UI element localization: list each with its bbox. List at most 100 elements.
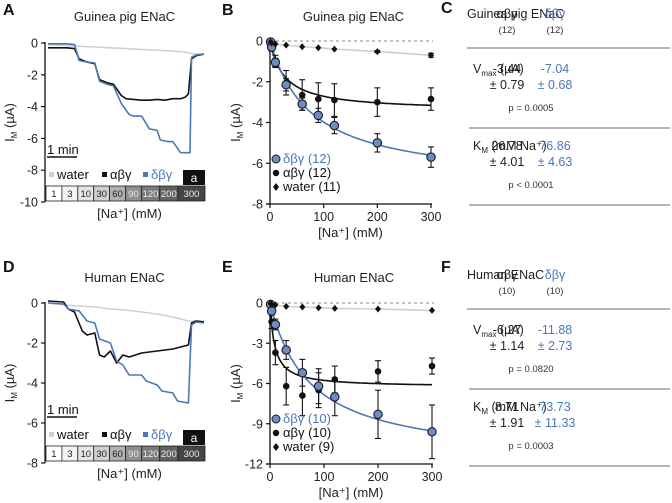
chart-title: Human ENaC bbox=[314, 270, 394, 285]
data-point-abg bbox=[299, 392, 306, 399]
amiloride-box bbox=[183, 170, 205, 185]
data-point-water bbox=[272, 40, 279, 48]
trace-water bbox=[47, 43, 204, 55]
panel-label-a: A bbox=[3, 2, 15, 19]
chart-title: Human ENaC bbox=[84, 270, 164, 285]
p-value: p = 0.0003 bbox=[508, 441, 553, 452]
column-header-abg: αβγ bbox=[497, 268, 518, 282]
column-header-dbg: δβγ bbox=[545, 7, 566, 21]
panel-label-c: C bbox=[441, 0, 453, 17]
concentration-step-label: 1 bbox=[51, 189, 56, 200]
concentration-step-label: 3 bbox=[67, 189, 72, 200]
value-mean: 26.78 bbox=[491, 139, 522, 153]
x-tick-label: 200 bbox=[367, 210, 388, 224]
concentration-step-label: 300 bbox=[184, 449, 200, 460]
y-tick-label: -4 bbox=[252, 116, 263, 130]
x-tick-label: 200 bbox=[368, 470, 389, 484]
legend-marker-water bbox=[273, 443, 279, 451]
panel-label-b: B bbox=[222, 2, 234, 19]
data-point-abg bbox=[282, 382, 290, 390]
p-value: p < 0.0001 bbox=[508, 180, 553, 191]
data-point-water bbox=[268, 300, 275, 308]
legend-label-abg: αβγ (10) bbox=[283, 425, 331, 440]
x-tick-label: 100 bbox=[313, 210, 334, 224]
y-tick-label: -4 bbox=[27, 377, 38, 391]
legend-swatch-dbg bbox=[143, 432, 148, 437]
legend-swatch-abg bbox=[102, 432, 107, 437]
concentration-step-label: 30 bbox=[96, 189, 107, 200]
y-axis-label: IM (µA) bbox=[228, 364, 245, 403]
data-point-abg bbox=[331, 96, 338, 104]
data-point-dbg bbox=[281, 345, 291, 355]
row-parameter-vmax: Vmax (µA) bbox=[473, 323, 524, 339]
y-tick-label: -2 bbox=[252, 75, 263, 89]
y-tick-label: -2 bbox=[27, 68, 38, 82]
chart-title: Guinea pig ENaC bbox=[303, 9, 404, 24]
value-mean: -3.44 bbox=[493, 62, 522, 76]
data-point-abg bbox=[428, 362, 436, 370]
row-parameter-vmax: Vmax (µA) bbox=[473, 62, 524, 78]
p-value: p = 0.0005 bbox=[508, 103, 553, 114]
data-point-dbg bbox=[426, 152, 436, 162]
panel-label-d: D bbox=[3, 259, 15, 276]
concentration-step bbox=[177, 185, 206, 202]
concentration-step-label: 10 bbox=[80, 189, 91, 200]
y-tick-label: -6 bbox=[252, 157, 263, 171]
x-axis-label: [Na⁺] (mM) bbox=[318, 225, 383, 240]
panel-d-trace-chart: Human ENaC 0 -2 -4 -6 -8 IM (µA) 1 min water αβγ δ… bbox=[2, 270, 206, 481]
concentration-step-label: 120 bbox=[143, 449, 159, 460]
data-point-water bbox=[283, 41, 290, 49]
y-tick-label: -6 bbox=[27, 132, 38, 146]
y-tick-label: -8 bbox=[252, 198, 263, 212]
data-point-dbg bbox=[270, 57, 281, 68]
x-tick-label: 300 bbox=[421, 210, 442, 224]
row-parameter-km: KM (mM Na⁺) bbox=[473, 139, 547, 155]
y-tick-label: -12 bbox=[245, 458, 263, 472]
data-point-water bbox=[429, 306, 435, 314]
data-point-water bbox=[272, 301, 279, 309]
x-tick-label: 100 bbox=[314, 470, 335, 484]
concentration-step-label: 10 bbox=[80, 449, 91, 460]
concentration-step-label: 1 bbox=[51, 449, 56, 460]
y-tick-label: -3 bbox=[252, 337, 263, 351]
legend-label-abg: αβγ bbox=[110, 167, 132, 182]
y-tick-label: -8 bbox=[27, 164, 38, 178]
legend-label-dbg: δβγ (12) bbox=[283, 151, 331, 166]
data-point-dbg bbox=[329, 120, 340, 131]
x-axis-label: [Na⁺] (mM) bbox=[319, 485, 384, 500]
data-point-abg bbox=[374, 368, 382, 375]
column-header-dbg: δβγ bbox=[545, 268, 566, 282]
legend-label-water: water bbox=[56, 167, 89, 182]
panel-b-dose-response-chart: Guinea pig ENaC 0 -2 -4 -6 -8 0 100 200 300 IM (µA… bbox=[228, 9, 441, 240]
legend-label-dbg: δβγ bbox=[151, 167, 173, 182]
legend-label-water: water (9) bbox=[282, 439, 334, 454]
row-parameter-km: KM (mM Na⁺) bbox=[473, 400, 547, 416]
trace-abg bbox=[48, 47, 205, 101]
table-title: Guinea pig ENaC bbox=[467, 7, 564, 21]
concentration-step-label: 3 bbox=[67, 449, 72, 460]
column-n-abg: (12) bbox=[499, 25, 516, 36]
data-point-dbg bbox=[297, 99, 307, 109]
legend-marker-abg bbox=[272, 429, 280, 437]
legend-marker-abg bbox=[272, 169, 280, 177]
value-sem: ± 1.91 bbox=[490, 416, 525, 430]
y-tick-label: -6 bbox=[27, 417, 38, 431]
legend-label-water: water bbox=[56, 427, 89, 442]
y-axis-label: IM (µA) bbox=[2, 103, 19, 142]
y-tick-label: -9 bbox=[252, 417, 263, 431]
legend-swatch-dbg bbox=[143, 172, 148, 177]
legend-swatch-water bbox=[49, 172, 54, 177]
data-point-dbg bbox=[297, 368, 308, 378]
scale-bar-label: 1 min bbox=[47, 142, 79, 157]
concentration-step-label: 200 bbox=[161, 449, 177, 460]
concentration-step-label: 120 bbox=[143, 189, 159, 200]
y-axis-label: IM (µA) bbox=[2, 364, 19, 403]
column-n-dbg: (10) bbox=[547, 286, 564, 297]
data-point-abg bbox=[331, 376, 339, 383]
p-value: p = 0.0820 bbox=[508, 364, 553, 375]
value-mean: 73.73 bbox=[539, 400, 570, 414]
data-point-water bbox=[375, 305, 381, 313]
y-tick-label: 0 bbox=[31, 297, 38, 311]
